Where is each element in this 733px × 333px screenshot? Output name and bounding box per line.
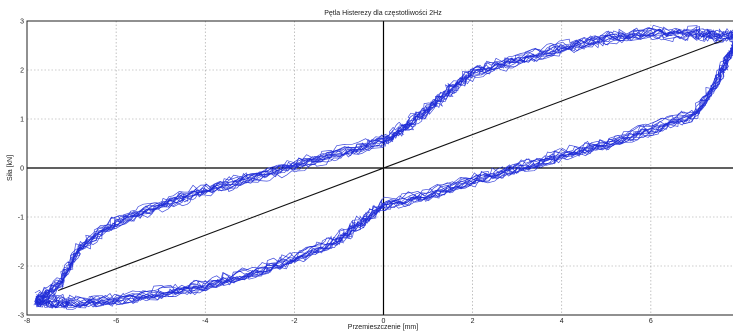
x-tick-label-4: 0 xyxy=(382,318,386,325)
hysteresis-loop-upper-cycle-9 xyxy=(37,26,733,298)
hysteresis-loop-lower-cycle-9 xyxy=(35,43,733,308)
hysteresis-loop-lower-cycle-5 xyxy=(35,43,733,308)
hysteresis-loop-upper-cycle-13 xyxy=(35,30,733,304)
hysteresis-loop-upper-cycle-8 xyxy=(35,32,733,306)
x-tick-label-7: 6 xyxy=(649,318,653,325)
hysteresis-loop-upper-cycle-0 xyxy=(36,33,733,307)
y-tick-label-3: 0 xyxy=(20,166,24,173)
y-tick-label-4: 1 xyxy=(20,117,24,124)
chart-title: Pętla Histerezy dla częstotliwości 2Hz xyxy=(324,10,442,17)
y-tick-label-1: -2 xyxy=(18,264,24,271)
y-axis-label: Siła [kN] xyxy=(7,155,14,181)
hysteresis-loop-lower-cycle-6 xyxy=(35,47,733,311)
hysteresis-loop-lower-cycle-4 xyxy=(35,48,733,310)
hysteresis-loop-upper-cycle-6 xyxy=(33,32,733,306)
y-tick-label-0: -3 xyxy=(18,313,24,320)
x-axis-label: Przemieszczenie [mm] xyxy=(348,324,418,331)
hysteresis-loop-lower-cycle-1 xyxy=(35,40,733,304)
linear-fit-line xyxy=(58,40,723,292)
grid xyxy=(27,21,733,315)
hysteresis-loop-upper-cycle-2 xyxy=(35,28,733,300)
x-tick-label-1: -6 xyxy=(113,318,119,325)
hysteresis-loop-lower-cycle-2 xyxy=(35,44,733,304)
x-tick-label-5: 2 xyxy=(471,318,475,325)
x-tick-label-6: 4 xyxy=(560,318,564,325)
hysteresis-loop-upper-cycle-11 xyxy=(34,24,733,294)
y-tick-label-2: -1 xyxy=(18,215,24,222)
x-tick-label-0: -8 xyxy=(24,318,30,325)
hysteresis-loop-upper-cycle-3 xyxy=(35,28,733,305)
x-tick-label-2: -4 xyxy=(202,318,208,325)
series-layer xyxy=(33,24,733,311)
tick-labels: -8 -6 -4 -2 0 2 4 6 -3 -2 -1 0 1 2 3 xyxy=(18,19,653,326)
hysteresis-loop-lower-cycle-13 xyxy=(35,44,733,308)
hysteresis-loop-lower-cycle-3 xyxy=(35,41,733,305)
hysteresis-loop-lower-cycle-10 xyxy=(35,48,733,308)
x-tick-label-3: -2 xyxy=(291,318,297,325)
plot-frame xyxy=(26,20,733,316)
hysteresis-loop-lower-cycle-7 xyxy=(35,36,733,302)
y-tick-label-5: 2 xyxy=(20,68,24,75)
hysteresis-loop-lower-cycle-12 xyxy=(35,50,733,309)
y-tick-label-6: 3 xyxy=(20,19,24,26)
hysteresis-loop-upper-cycle-12 xyxy=(34,28,733,303)
